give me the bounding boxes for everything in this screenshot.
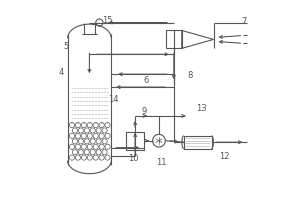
Text: 4: 4 — [59, 68, 64, 77]
Text: 13: 13 — [196, 104, 207, 113]
Bar — [126, 132, 144, 150]
Text: 10: 10 — [128, 154, 138, 163]
Text: 12: 12 — [219, 152, 230, 161]
Text: 6: 6 — [143, 76, 149, 85]
Text: 9: 9 — [141, 107, 147, 116]
Text: 14: 14 — [108, 95, 119, 104]
Text: 7: 7 — [242, 17, 247, 26]
Text: 8: 8 — [187, 71, 192, 80]
Bar — [184, 136, 212, 149]
Text: 11: 11 — [156, 158, 166, 167]
Text: 15: 15 — [102, 16, 112, 25]
Text: 5: 5 — [63, 42, 68, 51]
Bar — [166, 30, 182, 48]
